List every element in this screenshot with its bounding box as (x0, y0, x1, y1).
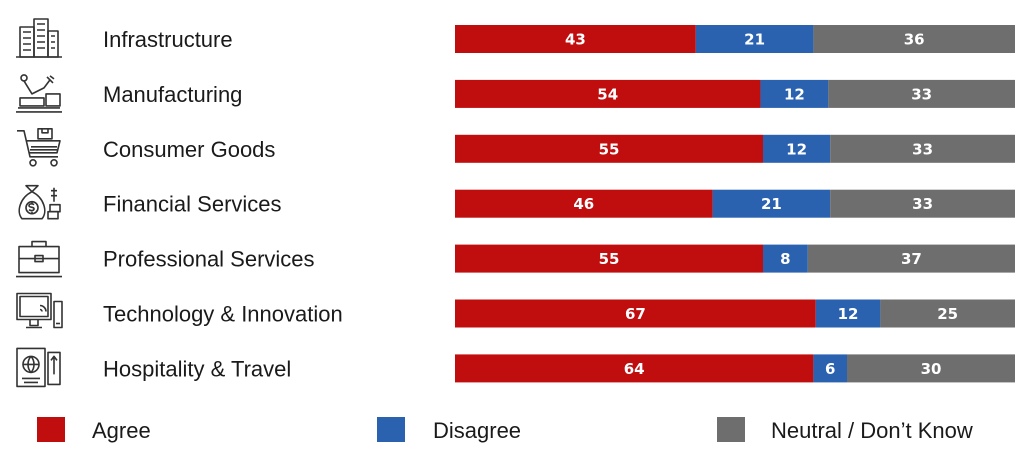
bar-segment-disagree (763, 134, 831, 163)
bar-segment-neutral-don-t-know (807, 244, 1015, 273)
data-label: 37 (901, 250, 922, 268)
data-label: 21 (761, 195, 782, 213)
bar-segment-neutral-don-t-know (880, 299, 1015, 328)
bar-segment-agree (455, 79, 761, 108)
bar-segment-disagree (813, 354, 847, 383)
data-label: 33 (911, 85, 932, 103)
bar-segment-neutral-don-t-know (813, 25, 1015, 53)
data-label: 33 (912, 195, 933, 213)
chart-row: Financial Services 46 21 33 (18, 184, 1015, 220)
data-label: 21 (744, 31, 765, 49)
chart-row: Infrastructure 43 21 36 (15, 18, 1015, 58)
category-label: Technology & Innovation (103, 302, 343, 327)
bar-segment-neutral-don-t-know (847, 354, 1015, 383)
briefcase-icon (15, 240, 63, 278)
legend-swatch (37, 417, 65, 442)
robot-arm-icon (15, 74, 63, 113)
legend-swatch (377, 417, 405, 442)
data-label: 12 (838, 305, 859, 323)
legend-swatch (717, 417, 745, 442)
bar-segment-disagree (712, 189, 831, 218)
legend-label: Agree (92, 418, 151, 443)
money-bag-icon (18, 184, 61, 220)
data-label: 33 (912, 140, 933, 158)
legend-item: Agree (37, 417, 151, 443)
legend-item: Disagree (377, 417, 521, 443)
bar-segment-neutral-don-t-know (828, 79, 1015, 108)
bar-segment-disagree (695, 25, 814, 53)
category-label: Consumer Goods (103, 137, 275, 162)
bar-segment-agree (455, 189, 713, 218)
data-label: 30 (921, 360, 942, 378)
chart-row: Hospitality & Travel 64 6 30 (16, 347, 1015, 388)
data-label: 54 (597, 85, 618, 103)
data-label: 43 (565, 31, 586, 49)
shopping-cart-icon (16, 128, 61, 167)
data-label: 46 (573, 195, 594, 213)
bar-segment-neutral-don-t-know (830, 189, 1015, 218)
legend: Agree Disagree Neutral / Don’t Know (37, 417, 973, 443)
computer-monitor-icon (16, 292, 63, 329)
passport-icon (16, 347, 61, 388)
bar-segment-agree (455, 134, 763, 163)
bar-segment-agree (455, 244, 763, 273)
buildings-icon (15, 18, 63, 58)
data-label: 8 (780, 250, 790, 268)
bar-segment-agree (455, 299, 816, 328)
legend-label: Neutral / Don’t Know (771, 418, 973, 443)
data-label: 67 (625, 305, 646, 323)
category-label: Professional Services (103, 247, 315, 272)
bar-segment-disagree (763, 244, 808, 273)
data-label: 12 (786, 140, 807, 158)
bar-segment-disagree (815, 299, 881, 328)
category-label: Hospitality & Travel (103, 356, 291, 381)
category-label: Financial Services (103, 192, 282, 217)
data-label: 6 (825, 360, 835, 378)
bar-segment-agree (455, 25, 696, 53)
chart-row: Technology & Innovation 67 12 25 (16, 292, 1015, 329)
data-label: 64 (624, 360, 645, 378)
chart-row: Consumer Goods 55 12 33 (16, 128, 1015, 167)
category-label: Infrastructure (103, 27, 233, 52)
legend-item: Neutral / Don’t Know (717, 417, 973, 443)
data-label: 55 (599, 140, 620, 158)
data-label: 25 (937, 305, 958, 323)
legend-label: Disagree (433, 418, 521, 443)
bar-segment-disagree (760, 79, 829, 108)
bar-segment-agree (455, 354, 814, 383)
category-label: Manufacturing (103, 82, 242, 107)
chart-row: Manufacturing 54 12 33 (15, 74, 1015, 113)
data-label: 55 (599, 250, 620, 268)
bar-segment-neutral-don-t-know (830, 134, 1015, 163)
chart-row: Professional Services 55 8 37 (15, 240, 1015, 278)
data-label: 36 (904, 31, 925, 49)
data-label: 12 (784, 85, 805, 103)
